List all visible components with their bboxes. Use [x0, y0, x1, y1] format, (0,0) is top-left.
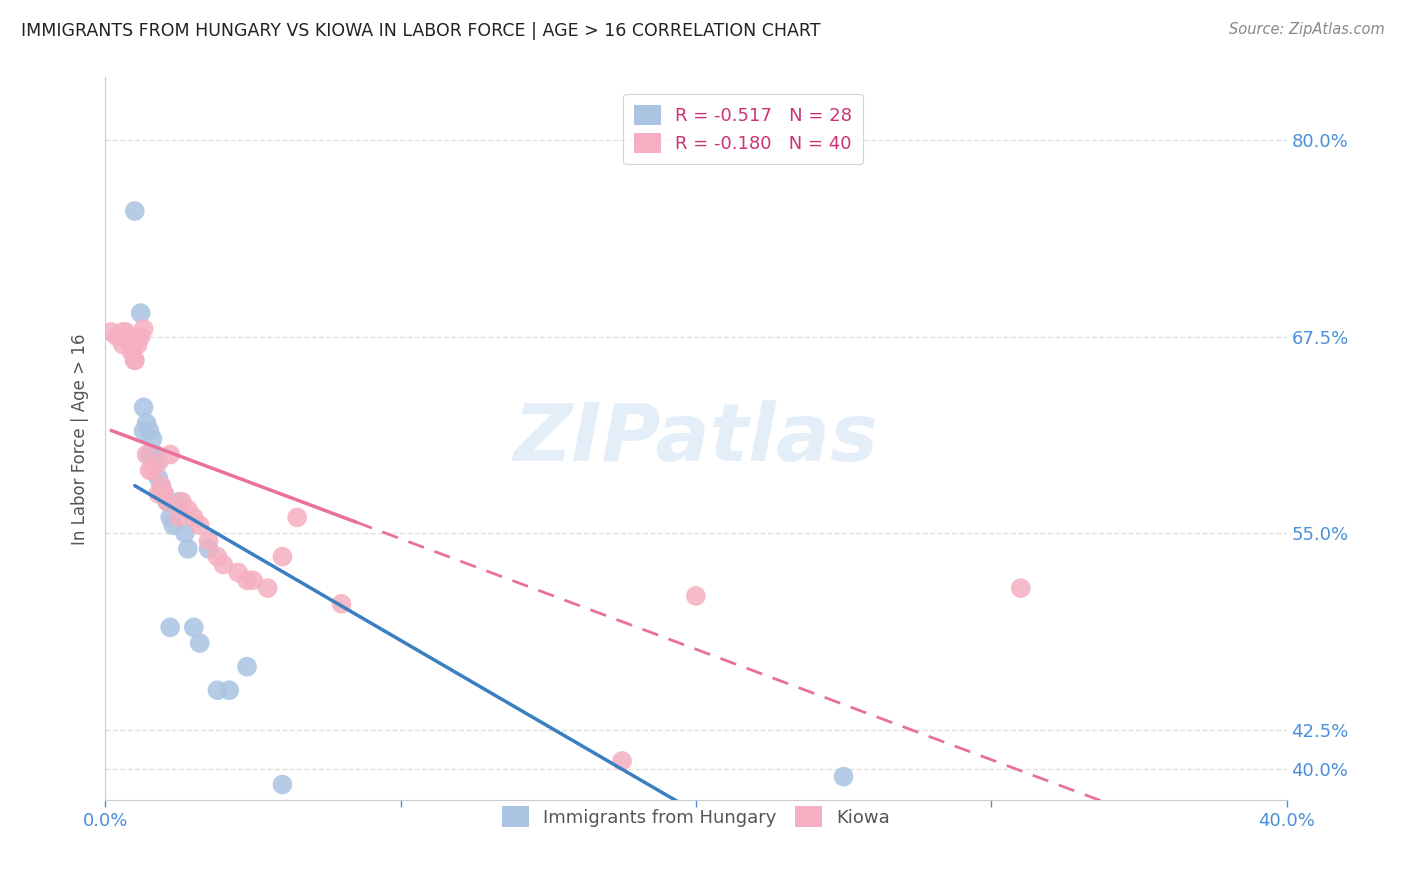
Point [236, 659, 259, 673]
Point [177, 502, 200, 516]
Point [127, 337, 149, 351]
Point [148, 471, 170, 485]
Point [170, 494, 193, 508]
Point [218, 683, 240, 698]
Point [330, 597, 353, 611]
Point [121, 337, 143, 351]
Point [138, 424, 160, 438]
Point [105, 329, 128, 343]
Point [271, 777, 294, 791]
Point [135, 448, 157, 462]
Point [148, 487, 170, 501]
Point [183, 510, 205, 524]
Point [111, 325, 134, 339]
Point [177, 541, 200, 556]
Point [121, 345, 143, 359]
Point [242, 573, 264, 587]
Point [183, 620, 205, 634]
Point [138, 463, 160, 477]
Point [145, 455, 167, 469]
Point [207, 683, 229, 698]
Point [100, 325, 122, 339]
Point [610, 754, 633, 768]
Point [115, 325, 138, 339]
Point [167, 494, 190, 508]
Legend: Immigrants from Hungary, Kiowa: Immigrants from Hungary, Kiowa [495, 799, 897, 835]
Point [271, 549, 294, 564]
Point [167, 510, 190, 524]
Point [129, 306, 152, 320]
Point [153, 487, 176, 501]
Point [138, 448, 160, 462]
Point [1010, 581, 1032, 595]
Point [129, 329, 152, 343]
Point [111, 337, 134, 351]
Point [156, 494, 179, 508]
Point [141, 432, 163, 446]
Point [132, 401, 155, 415]
Point [150, 479, 173, 493]
Point [188, 518, 211, 533]
Point [174, 526, 197, 541]
Point [207, 549, 229, 564]
Point [124, 204, 146, 219]
Point [135, 416, 157, 430]
Point [256, 581, 278, 595]
Point [124, 353, 146, 368]
Point [285, 510, 308, 524]
Point [159, 448, 181, 462]
Point [132, 424, 155, 438]
Point [197, 541, 219, 556]
Text: IMMIGRANTS FROM HUNGARY VS KIOWA IN LABOR FORCE | AGE > 16 CORRELATION CHART: IMMIGRANTS FROM HUNGARY VS KIOWA IN LABO… [21, 22, 821, 40]
Point [145, 448, 167, 462]
Point [118, 334, 141, 349]
Point [156, 494, 179, 508]
Point [150, 479, 173, 493]
Text: Source: ZipAtlas.com: Source: ZipAtlas.com [1229, 22, 1385, 37]
Point [159, 510, 181, 524]
Point [132, 322, 155, 336]
Point [153, 487, 176, 501]
Point [832, 770, 855, 784]
Point [159, 620, 181, 634]
Point [226, 566, 249, 580]
Point [141, 463, 163, 477]
Point [188, 636, 211, 650]
Point [148, 455, 170, 469]
Point [685, 589, 707, 603]
Point [162, 518, 184, 533]
Point [197, 533, 219, 548]
Point [124, 353, 146, 368]
Point [212, 558, 235, 572]
Point [236, 573, 259, 587]
Y-axis label: In Labor Force | Age > 16: In Labor Force | Age > 16 [72, 333, 89, 545]
Text: ZIPatlas: ZIPatlas [513, 400, 879, 478]
